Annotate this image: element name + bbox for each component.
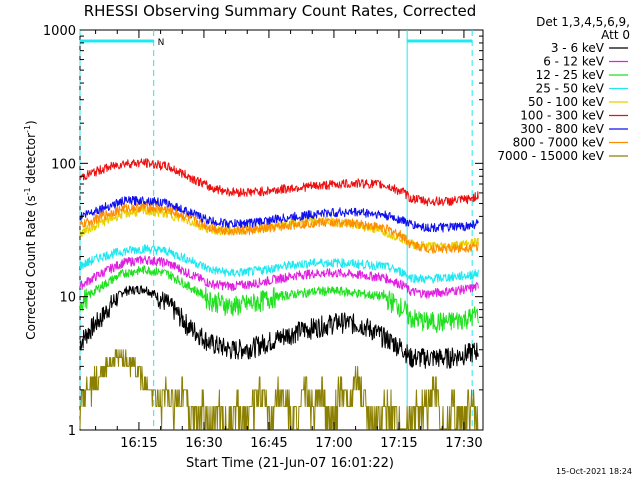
legend-label: 25 - 50 keV bbox=[536, 82, 605, 96]
series-line bbox=[79, 195, 479, 233]
y-axis-label: Corrected Count Rate (s-1 detector-1) bbox=[23, 120, 38, 339]
night-flag: N bbox=[158, 38, 165, 48]
footer-date: 15-Oct-2021 18:24 bbox=[556, 467, 632, 476]
x-tick-label: 17:00 bbox=[315, 436, 352, 451]
legend-label: 7000 - 15000 keV bbox=[497, 149, 604, 163]
x-tick-label: 17:15 bbox=[380, 436, 417, 451]
y-axis-label-part: detector bbox=[24, 133, 38, 188]
legend-label: 6 - 12 keV bbox=[543, 55, 605, 69]
legend-header-line: Det 1,3,4,5,6,9, bbox=[536, 15, 630, 29]
x-axis-ticks: 16:15 16:30 16:45 17:00 17:15 17:30 bbox=[95, 30, 483, 451]
series-lines bbox=[79, 158, 479, 430]
x-tick-label: 17:30 bbox=[445, 436, 482, 451]
legend-label: 800 - 7000 keV bbox=[513, 136, 605, 150]
y-axis-label-exponent: -1 bbox=[23, 187, 32, 195]
y-axis-ticks: 1 10 100 1000 bbox=[43, 24, 483, 439]
legend-label: 50 - 100 keV bbox=[528, 95, 605, 109]
y-tick-label: 1000 bbox=[43, 24, 76, 39]
series-line bbox=[79, 244, 479, 284]
y-tick-label: 1 bbox=[68, 424, 76, 439]
series-line bbox=[79, 349, 479, 430]
legend-label: 300 - 800 keV bbox=[520, 122, 604, 136]
night-intervals: N bbox=[79, 30, 473, 430]
y-tick-label: 10 bbox=[59, 291, 76, 306]
series-line bbox=[79, 285, 479, 369]
x-tick-label: 16:45 bbox=[250, 436, 287, 451]
x-tick-label: 16:15 bbox=[120, 436, 157, 451]
y-tick-label: 100 bbox=[51, 157, 76, 172]
chart-title: RHESSI Observing Summary Count Rates, Co… bbox=[84, 2, 477, 20]
series-line bbox=[79, 202, 479, 254]
legend-label: 12 - 25 keV bbox=[536, 68, 605, 82]
legend-header-line: Att 0 bbox=[601, 28, 630, 42]
series-line bbox=[79, 265, 479, 334]
series-line bbox=[79, 255, 479, 299]
series-line bbox=[79, 158, 479, 207]
series-line bbox=[79, 206, 479, 251]
legend-label: 100 - 300 keV bbox=[520, 109, 604, 123]
y-axis-label-part: Corrected Count Rate (s bbox=[24, 195, 38, 339]
x-axis-label: Start Time (21-Jun-07 16:01:22) bbox=[186, 456, 394, 471]
x-tick-label: 16:30 bbox=[185, 436, 222, 451]
y-axis-label-exponent: -1 bbox=[23, 125, 32, 133]
y-axis-label-part: ) bbox=[24, 120, 38, 125]
legend-label: 3 - 6 keV bbox=[551, 41, 605, 55]
